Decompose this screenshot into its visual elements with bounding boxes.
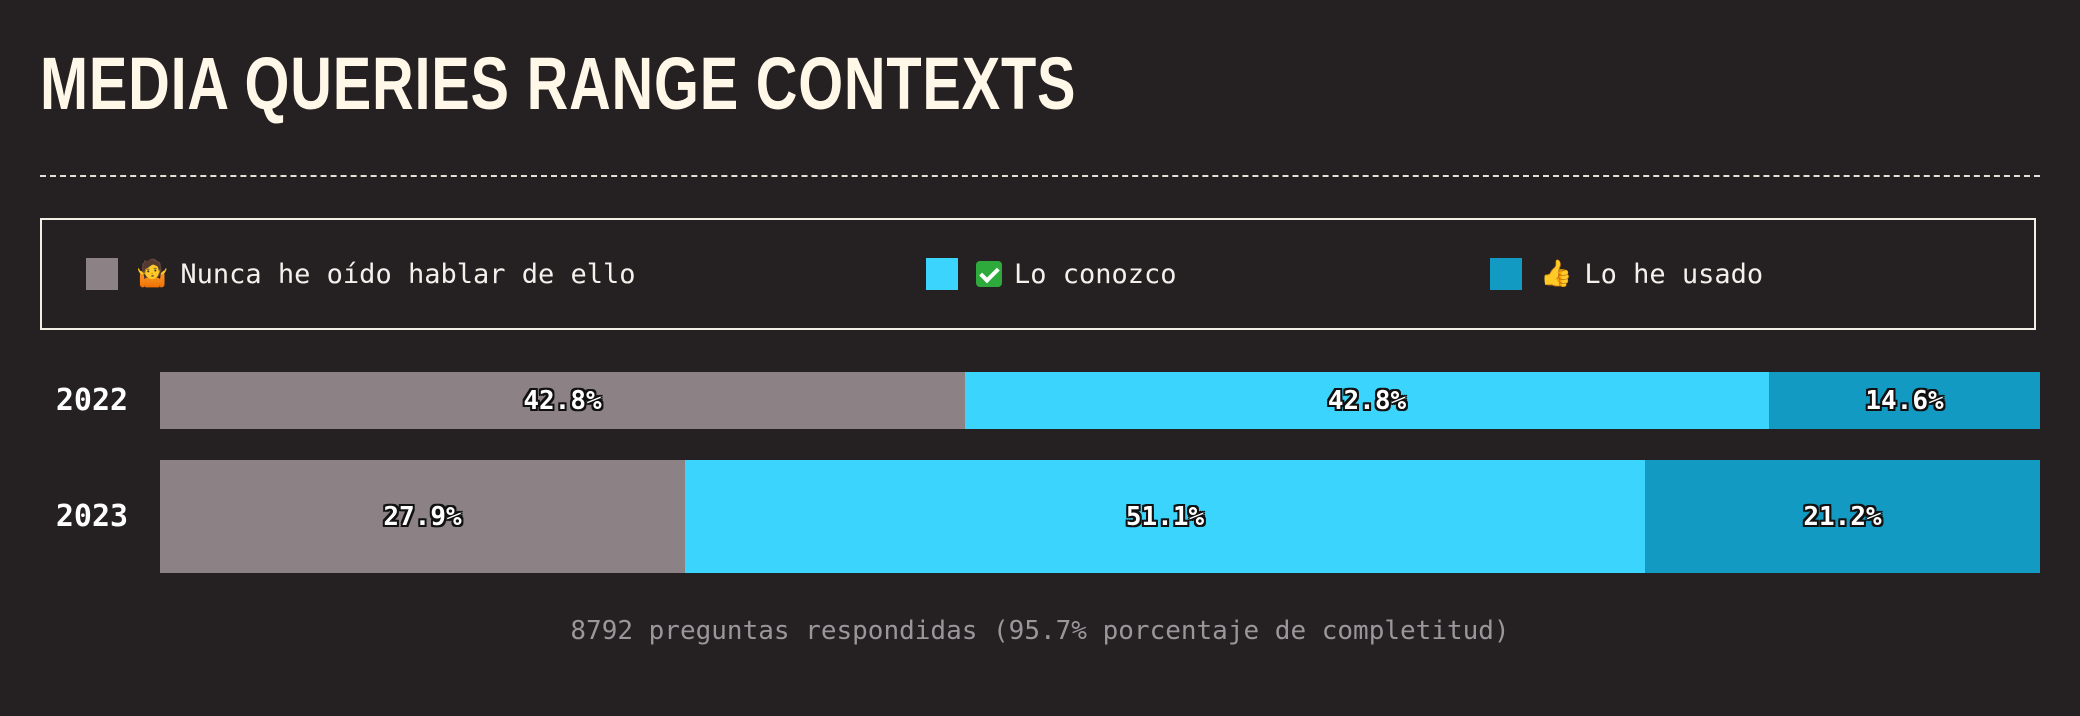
data-label-2022-0: 42.8% (523, 385, 602, 416)
bar-segment-2022-0[interactable]: 42.8% (160, 372, 965, 429)
response-count: 8792 preguntas respondidas (95.7% porcen… (570, 616, 1510, 646)
bar-segment-2023-2[interactable]: 21.2% (1645, 460, 2040, 573)
check-mark-icon (976, 261, 1002, 287)
data-label-2023-1: 51.1% (1125, 501, 1205, 532)
legend-item-never-heard[interactable]: 🤷 Nunca he oído hablar de ello (86, 220, 636, 328)
data-label-2023-2: 21.2% (1803, 501, 1882, 532)
shrug-icon: 🤷 (136, 259, 169, 289)
year-label-2023: 2023 (55, 499, 129, 534)
legend: 🤷 Nunca he oído hablar de ello Lo conozc… (40, 218, 2036, 330)
bar-segment-2022-1[interactable]: 42.8% (965, 372, 1769, 429)
bar-segment-2023-1[interactable]: 51.1% (685, 460, 1645, 573)
bar-segment-2023-0[interactable]: 27.9% (160, 460, 685, 573)
legend-label-used-it: Lo he usado (1584, 258, 1764, 290)
chart-title: MEDIA QUERIES RANGE CONTEXTS (40, 42, 1077, 125)
data-label-2022-1: 42.8% (1327, 385, 1407, 416)
legend-swatch-never-heard (86, 258, 118, 290)
year-label-2022: 2022 (55, 383, 129, 418)
data-label-2023-0: 27.9% (383, 501, 462, 532)
thumbs-up-icon: 👍 (1540, 259, 1573, 289)
legend-swatch-used-it (1490, 258, 1522, 290)
legend-label-never-heard: Nunca he oído hablar de ello (180, 258, 636, 290)
data-label-2022-2: 14.6% (1865, 385, 1944, 416)
legend-swatch-know-it (926, 258, 958, 290)
bar-segment-2022-2[interactable]: 14.6% (1769, 372, 2040, 429)
legend-label-know-it: Lo conozco (1014, 258, 1177, 290)
title-divider (40, 175, 2040, 177)
legend-item-know-it[interactable]: Lo conozco (926, 220, 1177, 328)
bar-row-2023: 27.9% 51.1% 21.2% (160, 460, 2040, 573)
bar-row-2022: 42.8% 42.8% 14.6% (160, 372, 2040, 429)
legend-item-used-it[interactable]: 👍 Lo he usado (1490, 220, 1763, 328)
